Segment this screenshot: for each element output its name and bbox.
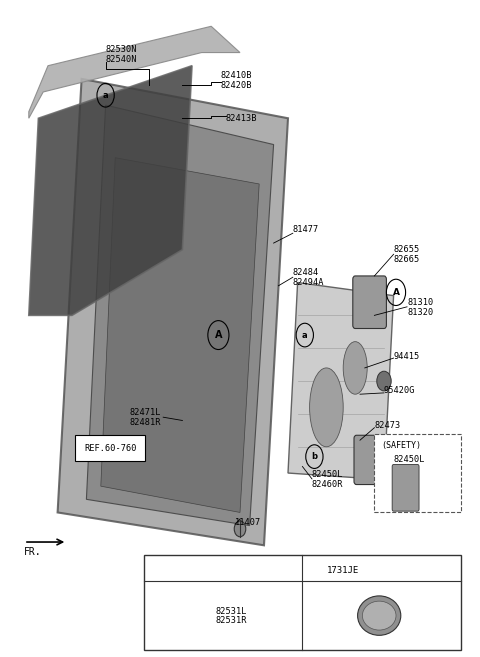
Bar <box>144 555 461 650</box>
Polygon shape <box>29 26 240 118</box>
Text: 82484: 82484 <box>293 268 319 277</box>
Text: 82460R: 82460R <box>312 480 344 489</box>
Text: 82420B: 82420B <box>221 81 252 90</box>
Text: 82471L: 82471L <box>130 408 161 417</box>
Text: a: a <box>103 91 108 100</box>
Text: 82531L: 82531L <box>216 606 248 616</box>
Polygon shape <box>101 158 259 512</box>
Text: a: a <box>172 566 178 575</box>
Text: a: a <box>302 330 308 340</box>
Text: 1731JE: 1731JE <box>326 566 359 575</box>
Text: 94415: 94415 <box>394 351 420 361</box>
Text: REF.60-760: REF.60-760 <box>84 443 136 453</box>
Text: 82473: 82473 <box>374 421 401 430</box>
Text: A: A <box>215 330 222 340</box>
Text: 81310: 81310 <box>407 298 433 307</box>
Polygon shape <box>86 105 274 526</box>
Text: b: b <box>312 566 317 575</box>
Text: 95420G: 95420G <box>384 386 416 396</box>
Text: 82655: 82655 <box>394 245 420 254</box>
Text: (SAFETY): (SAFETY) <box>382 441 421 450</box>
Text: 82450L: 82450L <box>394 455 425 464</box>
Ellipse shape <box>358 596 401 635</box>
Text: 11407: 11407 <box>235 518 262 527</box>
Ellipse shape <box>310 368 343 447</box>
Ellipse shape <box>362 601 396 630</box>
Text: 82540N: 82540N <box>106 55 137 64</box>
Ellipse shape <box>343 342 367 394</box>
Text: 81320: 81320 <box>407 307 433 317</box>
Circle shape <box>234 521 246 537</box>
FancyBboxPatch shape <box>354 436 385 485</box>
Text: 82410B: 82410B <box>221 71 252 80</box>
Polygon shape <box>58 79 288 545</box>
Text: 82530N: 82530N <box>106 45 137 54</box>
Text: 82665: 82665 <box>394 255 420 264</box>
Text: FR.: FR. <box>24 547 42 556</box>
Circle shape <box>377 371 391 391</box>
FancyBboxPatch shape <box>353 276 386 328</box>
Text: 81477: 81477 <box>293 225 319 235</box>
Polygon shape <box>288 283 394 480</box>
Text: 82450L: 82450L <box>312 470 344 479</box>
Text: 82481R: 82481R <box>130 418 161 427</box>
Polygon shape <box>29 66 192 315</box>
Text: b: b <box>312 452 317 461</box>
Text: 82413B: 82413B <box>226 114 257 123</box>
FancyBboxPatch shape <box>374 434 461 512</box>
Text: 82531R: 82531R <box>216 616 248 625</box>
Text: A: A <box>393 288 399 297</box>
FancyBboxPatch shape <box>392 464 419 511</box>
Text: 82494A: 82494A <box>293 278 324 287</box>
